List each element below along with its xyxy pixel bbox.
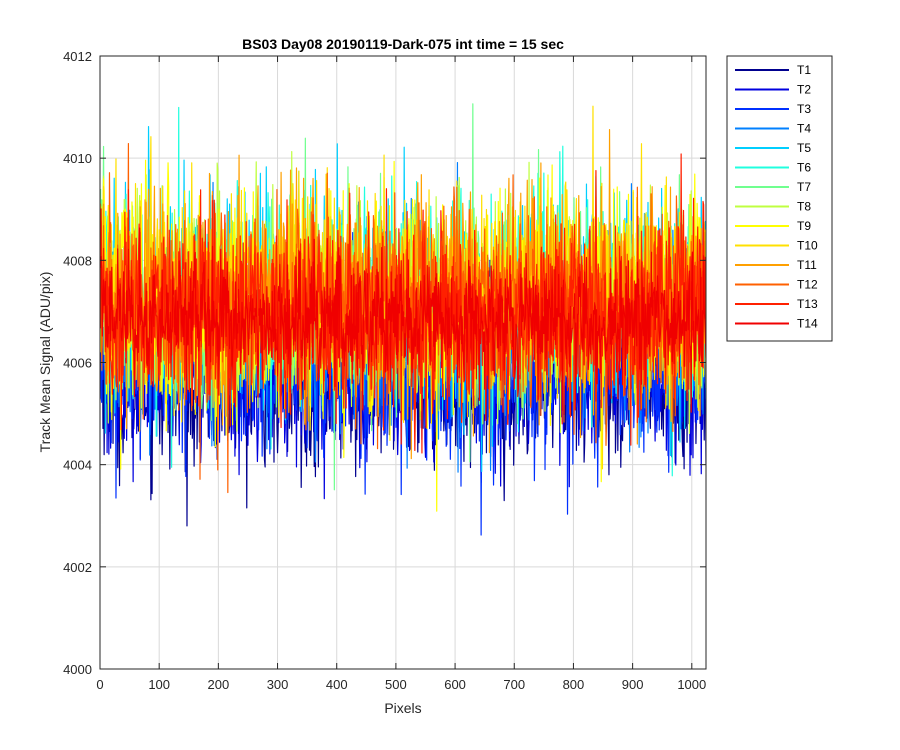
legend-entry: T10 xyxy=(797,239,818,253)
legend-entry: T14 xyxy=(797,317,818,331)
y-axis-label: Track Mean Signal (ADU/pix) xyxy=(37,272,53,453)
y-tick-label: 4010 xyxy=(63,151,92,166)
x-tick-label: 500 xyxy=(385,677,407,692)
x-tick-label: 300 xyxy=(267,677,289,692)
legend-entry: T7 xyxy=(797,180,811,194)
series-line-t14 xyxy=(100,227,706,413)
x-tick-label: 900 xyxy=(622,677,644,692)
y-tick-label: 4012 xyxy=(63,49,92,64)
legend-entry: T5 xyxy=(797,141,811,155)
legend-entry: T13 xyxy=(797,297,818,311)
x-tick-label: 400 xyxy=(326,677,348,692)
x-tick-label: 200 xyxy=(208,677,230,692)
legend-entry: T3 xyxy=(797,102,811,116)
legend-entry: T6 xyxy=(797,161,811,175)
legend-box xyxy=(726,55,833,342)
x-tick-label: 600 xyxy=(444,677,466,692)
legend-entry: T8 xyxy=(797,200,811,214)
series-layer xyxy=(100,103,706,536)
legend-entry: T1 xyxy=(797,63,811,77)
x-tick-label: 100 xyxy=(148,677,170,692)
legend: T1 T2 T3 T4 T5 T6 T7 T8 T9 T10 T11 T12 T13 T14 xyxy=(726,55,833,342)
legend-entry: T9 xyxy=(797,219,811,233)
y-tick-label: 4000 xyxy=(63,662,92,677)
x-tick-label: 800 xyxy=(563,677,585,692)
y-tick-label: 4008 xyxy=(63,253,92,268)
plot-border xyxy=(99,55,707,670)
x-tick-label: 0 xyxy=(96,677,103,692)
x-tick-label: 700 xyxy=(503,677,525,692)
x-axis-label: Pixels xyxy=(384,700,421,716)
legend-entry: T11 xyxy=(797,258,817,272)
x-tick-label: 1000 xyxy=(677,677,706,692)
chart-title: BS03 Day08 20190119-Dark-075 int time = … xyxy=(242,36,564,52)
y-tick-label: 4006 xyxy=(63,356,92,371)
y-tick-label: 4004 xyxy=(63,458,92,473)
y-tick-label: 4002 xyxy=(63,560,92,575)
axis-ticks: 0 100 200 300 400 500 600 700 800 900 1000 4000 4002… xyxy=(63,49,706,692)
legend-entry: T4 xyxy=(797,122,811,136)
legend-entry: T12 xyxy=(797,278,818,292)
legend-entry: T2 xyxy=(797,83,811,97)
